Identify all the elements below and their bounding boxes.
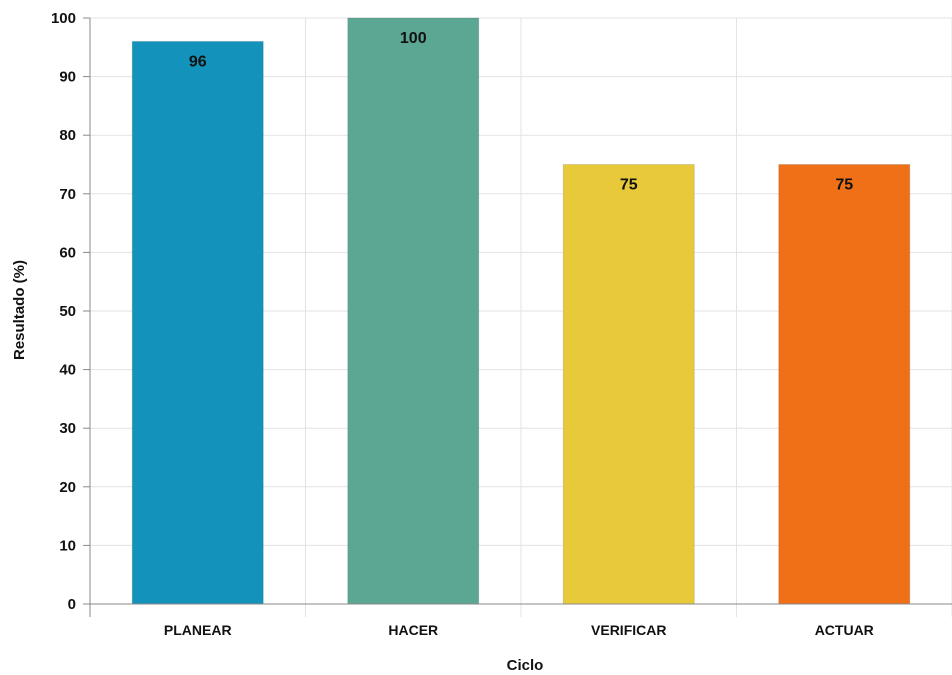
data-label-actuar: 75 (835, 177, 853, 194)
y-tick-label: 80 (59, 127, 76, 144)
y-tick-label: 40 (59, 362, 76, 379)
axes: 0 10 20 30 40 50 60 70 80 90 100 PLANEAR HACER VERIFI… (51, 10, 952, 638)
y-tick-label: 70 (59, 186, 76, 203)
y-tick-label: 60 (59, 244, 76, 261)
x-tick-label-actuar: ACTUAR (815, 622, 874, 638)
y-tick-label: 100 (51, 10, 76, 27)
bars: 96 100 75 75 (131, 17, 911, 605)
bar-hacer[interactable] (347, 17, 480, 605)
x-axis-title: Ciclo (507, 657, 544, 674)
y-tick-label: 20 (59, 479, 76, 496)
data-label-verificar: 75 (620, 177, 638, 194)
bar-verificar[interactable] (562, 164, 695, 605)
y-tick-label: 10 (59, 537, 76, 554)
y-tick-label: 30 (59, 420, 76, 437)
y-tick-label: 90 (59, 69, 76, 86)
y-axis-title: Resultado (%) (11, 260, 28, 360)
data-label-planear: 96 (189, 53, 207, 70)
bar-actuar[interactable] (778, 164, 911, 605)
y-tick-label: 0 (68, 596, 76, 613)
data-label-hacer: 100 (400, 30, 427, 47)
x-tick-label-planear: PLANEAR (164, 622, 232, 638)
x-tick-label-verificar: VERIFICAR (591, 622, 666, 638)
bar-planear[interactable] (131, 40, 264, 605)
y-tick-label: 50 (59, 303, 76, 320)
x-tick-label-hacer: HACER (388, 622, 438, 638)
